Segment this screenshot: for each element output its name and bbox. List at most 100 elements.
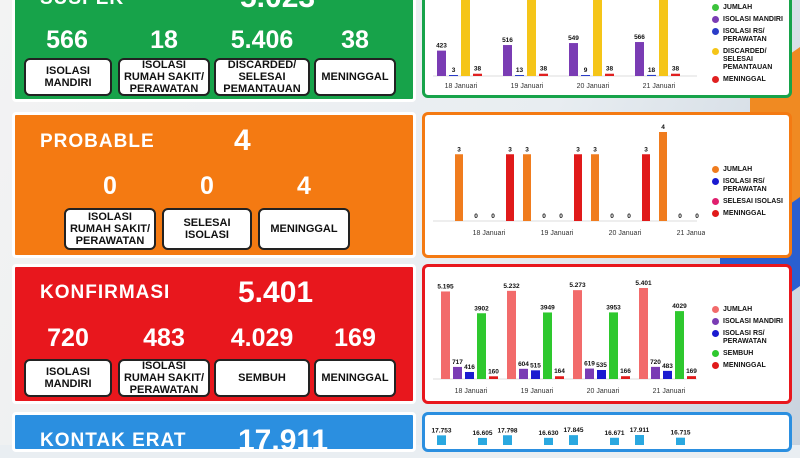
probable-title: PROBABLE [40,131,155,152]
data-label: 416 [464,364,475,371]
bar-series-0 [503,435,512,445]
legend-item: ISOLASI RS/ PERAWATAN [712,28,792,44]
data-label: 169 [686,368,697,375]
bar-meninggal [605,73,614,76]
data-label: 164 [554,368,565,375]
data-label: 5.232 [503,283,520,290]
x-tick-label: 21 Januari [643,83,676,90]
legend-label: JUMLAH [723,166,753,173]
bar-meninggal [621,376,630,379]
data-label: 13 [516,67,524,74]
probable-stat-value: 0 [200,172,214,200]
x-tick-label: 18 Januari [473,230,506,237]
bar-series-1 [676,437,685,445]
x-tick-label: 19 Januari [521,388,554,395]
legend-item: MENINGGAL [712,76,792,84]
bar-jumlah [441,291,450,379]
konfirmasi-stat-value: 4.029 [230,324,294,352]
konfirmasi-total: 5.401 [238,276,314,309]
legend-swatch [712,350,719,357]
bar-discarded-selesai-pemantauan [659,0,668,76]
legend-swatch [712,330,719,337]
legend-item: ISOLASI MANDIRI [712,318,792,326]
bar-sembuh [477,313,486,379]
legend-label: ISOLASI RS/ PERAWATAN [723,178,767,193]
bar-series-1 [544,437,553,445]
legend-item: SEMBUH [712,350,792,358]
probable-total: 4 [234,124,251,157]
legend-swatch [712,318,719,325]
bar-isolasi-mandiri [635,42,644,76]
data-label: 17.911 [630,427,650,434]
bar-isolasi-rs-perawatan [515,75,524,76]
legend-swatch [712,306,719,313]
data-label: 720 [650,359,661,366]
legend-swatch [712,16,719,23]
x-tick-label: 19 Januari [541,230,574,237]
bar-sembuh [543,312,552,379]
data-label: 0 [610,213,614,220]
bar-jumlah [591,154,599,221]
suspek-stat-value: 566 [46,26,88,54]
data-label: 38 [474,66,482,73]
legend-label: SEMBUH [723,350,754,357]
data-label: 0 [627,213,631,220]
konfirmasi-stat-value: 483 [143,324,185,352]
data-label: 16.605 [473,430,493,437]
legend-item: MENINGGAL [712,362,792,370]
suspek-stat-label: MENINGGAL [314,58,396,96]
data-label: 483 [662,363,673,370]
legend-label: SELESAI ISOLASI [723,198,783,205]
konfirmasi-stat-value: 720 [47,324,89,352]
bar-isolasi-rs-perawatan [581,75,590,76]
konfirmasi-stat-label: ISOLASI MANDIRI [24,359,112,397]
data-label: 38 [540,66,548,73]
bar-series-0 [437,435,446,445]
data-label: 0 [678,213,682,220]
legend-item: JUMLAH [712,4,792,12]
data-label: 0 [559,213,563,220]
legend-label: DISCARDED/ SELESAI PEMANTAUAN [723,48,773,71]
legend-label: MENINGGAL [723,76,766,83]
legend-item: SELESAI ISOLASI [712,198,792,206]
legend-swatch [712,178,719,185]
data-label: 3 [593,146,597,153]
probable-stat-value: 0 [103,172,117,200]
bar-discarded-selesai-pemantauan [461,0,470,76]
suspek-title: SUSPEK [40,0,124,10]
data-label: 604 [518,361,529,368]
x-tick-label: 20 Januari [609,230,642,237]
konfirmasi-stat-label: SEMBUH [214,359,310,397]
probable-chart: 3 0 0 3 18 Januari 3 0 0 3 19 Januari 3 0 0 3 20 Janua… [433,124,705,237]
legend-label: JUMLAH [723,306,753,313]
data-label: 619 [584,361,595,368]
data-label: 3 [508,146,512,153]
data-label: 16.715 [671,430,691,437]
bar-isolasi-rs-perawatan [531,370,540,379]
legend-swatch [712,28,719,35]
bar-jumlah [523,154,531,221]
suspek-chart-box [422,0,792,98]
bar-isolasi-mandiri [437,50,446,76]
bar-jumlah [573,290,582,379]
x-tick-label: 20 Januari [587,388,620,395]
legend-swatch [712,166,719,173]
legend-item: MENINGGAL [712,210,792,218]
bar-meninggal [642,154,650,221]
data-label: 17.753 [432,427,452,434]
bar-isolasi-mandiri [503,45,512,76]
data-label: 16.671 [605,430,625,437]
bar-meninggal [539,73,548,76]
data-label: 515 [530,362,541,369]
konfirmasi-stat-label: MENINGGAL [314,359,396,397]
data-label: 3 [457,146,461,153]
legend-item: DISCARDED/ SELESAI PEMANTAUAN [712,48,792,72]
legend-swatch [712,362,719,369]
bar-series-0 [569,435,578,445]
kontak-erat-chart: 17.753 16.605 17.798 16.630 17.845 16.671 17.9… [432,427,691,445]
data-label: 3902 [474,305,489,312]
data-label: 0 [695,213,699,220]
data-label: 5.273 [569,282,586,289]
x-tick-label: 19 Januari [511,83,544,90]
